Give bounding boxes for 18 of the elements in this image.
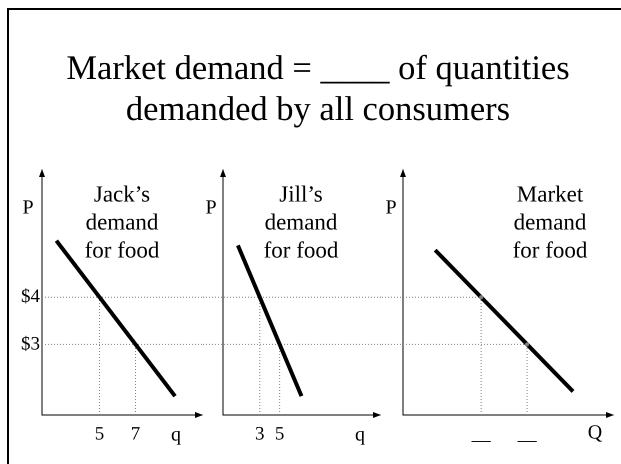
text: Market demand for food [512, 182, 588, 263]
x-axis-title: Q [588, 421, 603, 444]
x-tick-label: __ [516, 423, 538, 444]
text: Jack’s demand for food [84, 182, 160, 263]
x-axis-title: q [355, 423, 365, 446]
x-axis-title: q [171, 423, 181, 446]
text: Market demand = ____ of quantities demanded by all consumers [65, 48, 571, 130]
text: Jill’s demand for food [264, 182, 339, 263]
y-axis-title: P [22, 196, 34, 218]
y-tick-label: $4 [21, 286, 40, 308]
x-tick-label: 5 [274, 423, 284, 444]
y-axis-title: P [205, 196, 217, 218]
x-tick-label: __ [470, 423, 492, 444]
y-axis-title: P [385, 196, 397, 218]
y-tick-label: $3 [21, 333, 40, 354]
x-tick-label: 7 [130, 423, 140, 444]
x-tick-label: 3 [255, 423, 265, 444]
x-tick-label: 5 [94, 423, 104, 444]
